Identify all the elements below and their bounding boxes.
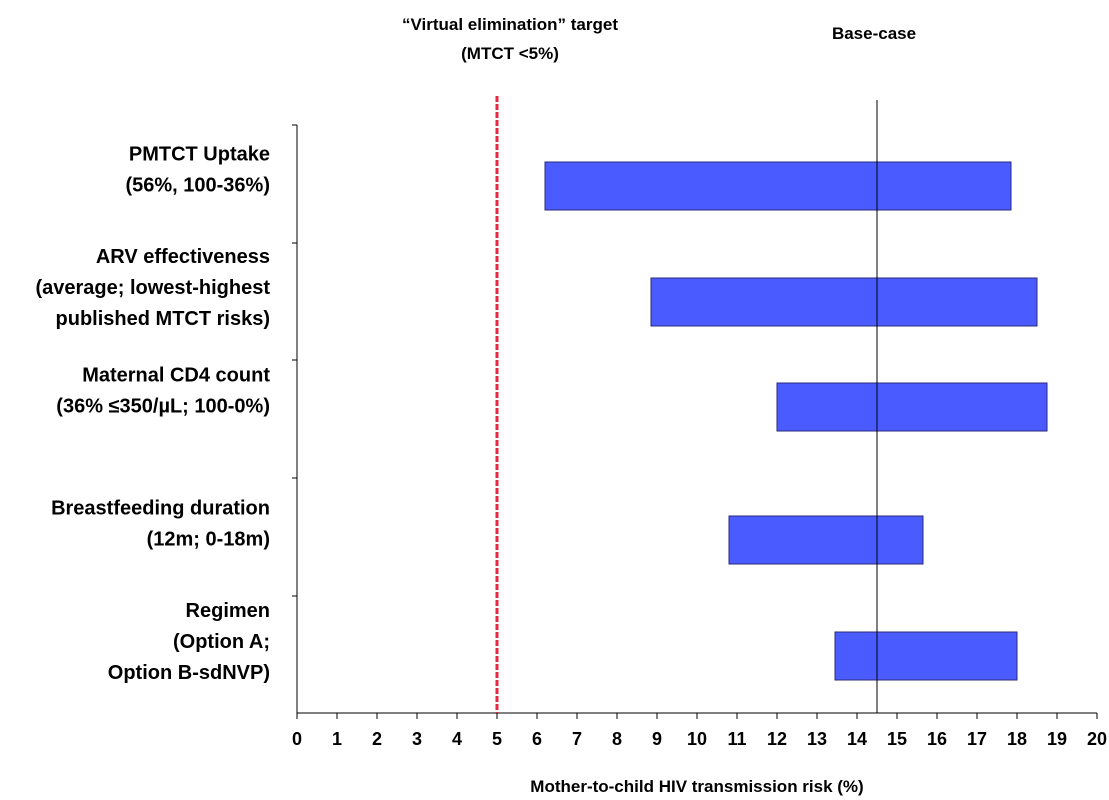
category-label: (56%, 100-36%) [125, 175, 270, 197]
bar-2 [650, 277, 1038, 327]
x-tick-label: 3 [412, 729, 422, 749]
base-case-label: Base-case [832, 24, 916, 43]
x-tick-label: 1 [332, 729, 342, 749]
category-label: Regimen [186, 600, 270, 622]
x-tick-label: 17 [967, 729, 987, 749]
x-tick-label: 18 [1007, 729, 1027, 749]
x-tick-label: 20 [1087, 729, 1107, 749]
x-tick-label: 0 [292, 729, 302, 749]
x-axis-label: Mother-to-child HIV transmission risk (%… [530, 777, 863, 796]
category-label: published MTCT risks) [56, 308, 270, 330]
target-label-line-2: (MTCT <5%) [461, 44, 559, 63]
x-tick-label: 16 [927, 729, 947, 749]
bar-3 [776, 382, 1048, 432]
x-tick-label: 11 [727, 729, 746, 749]
x-tick-label: 2 [372, 729, 382, 749]
bar-5 [834, 631, 1018, 681]
reference-lines-layer [495, 96, 878, 713]
category-labels-layer: PMTCT Uptake (56%, 100-36%) ARV effectiven… [35, 144, 270, 685]
x-tick-label: 9 [652, 729, 662, 749]
x-tick-label: 7 [572, 729, 582, 749]
target-label-line-1: “Virtual elimination” target [402, 15, 618, 34]
x-tick-label: 12 [767, 729, 787, 749]
x-tick-label: 4 [452, 729, 462, 749]
category-label: (36% ≤350/µL; 100-0%) [56, 396, 270, 418]
category-label: Option B-sdNVP) [108, 662, 270, 684]
category-label: Maternal CD4 count [82, 365, 270, 387]
category-label: (average; lowest-highest [35, 277, 270, 299]
bar-4 [728, 515, 924, 565]
x-tick-label: 19 [1047, 729, 1067, 749]
x-tick-label: 15 [887, 729, 907, 749]
axis-layer: 0 1 2 3 4 5 6 7 8 9 10 11 12 13 14 15 16 17 18 19 20 [292, 124, 1107, 749]
x-tick-label: 6 [532, 729, 542, 749]
category-label: ARV effectiveness [96, 246, 270, 268]
bar-1 [544, 161, 1012, 211]
x-tick-label: 10 [687, 729, 707, 749]
category-label: PMTCT Uptake [129, 144, 270, 166]
category-label: (12m; 0-18m) [147, 529, 270, 551]
bars-layer [544, 161, 1048, 681]
x-tick-label: 8 [612, 729, 622, 749]
category-label: Breastfeeding duration [51, 498, 270, 520]
category-label: (Option A; [173, 631, 270, 653]
x-tick-label: 5 [492, 729, 502, 749]
x-tick-label: 13 [807, 729, 827, 749]
x-tick-label: 14 [847, 729, 867, 749]
